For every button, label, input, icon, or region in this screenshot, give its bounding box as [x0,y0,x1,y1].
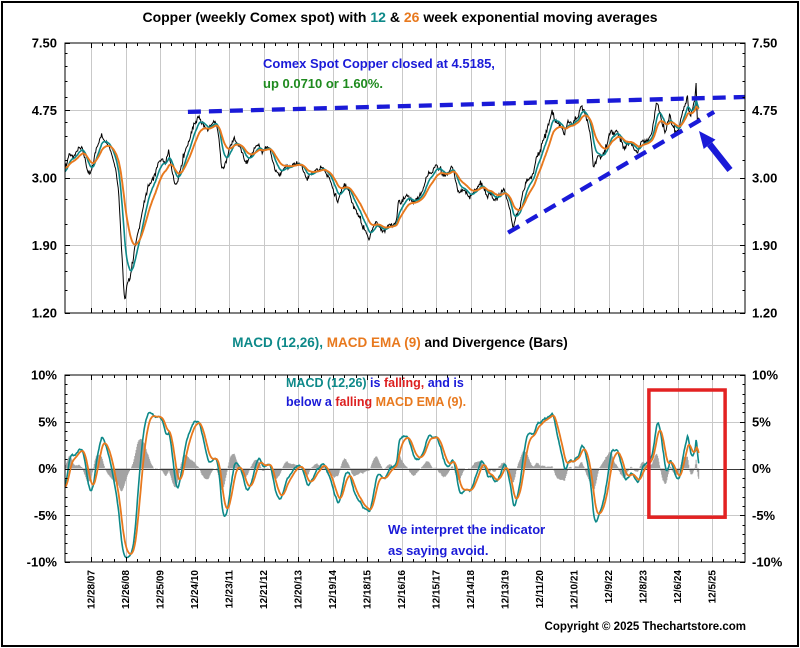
text-segment: MACD (12,26) [286,376,367,390]
ema12-line [65,99,700,272]
text-segment: week exponential moving averages [419,9,658,25]
x-axis-label: 12/6/24 [673,570,684,604]
text-line: as saying avoid. [388,540,545,561]
text-segment: Copper (weekly Comex spot) with [142,9,371,25]
macd-panel-title: MACD (12,26), MACD EMA (9) and Divergenc… [0,335,800,350]
x-axis-label: 12/19/14 [328,570,339,609]
text-segment: and is [424,376,464,390]
macd-y-axis-label: -10% [752,555,783,570]
red-highlight-box [647,388,727,519]
macd-annotation: MACD (12,26) is falling, and is below a f… [286,374,466,412]
text-segment: falling, [383,376,425,390]
trend-arrow-head [699,131,716,149]
macd-y-axis-label: -5% [34,508,58,523]
x-axis-label: 12/5/25 [708,570,719,604]
text-line: below a falling MACD EMA (9). [286,393,466,412]
x-axis-label: 12/16/16 [397,570,408,609]
price-y-axis-label: 7.50 [32,36,57,51]
text-line: Copyright © 2025 Thechartstore.com [545,621,746,633]
price-y-axis-label: 4.75 [32,103,57,118]
text-segment: Copyright © 2025 Thechartstore.com [544,621,746,633]
x-axis-label: 12/11/20 [535,570,546,609]
text-line: We interpret the indicator [388,519,545,540]
x-axis-label: 12/28/07 [87,570,98,609]
macd-signal-line [65,414,700,555]
macd-y-axis-label: 5% [38,414,57,429]
lower-support-trendline [507,110,716,235]
macd-y-axis-label: -5% [752,508,776,523]
text-segment: MACD EMA (9) [322,335,421,350]
x-axis-label: 12/25/09 [156,570,167,609]
text-segment: Comex Spot Copper closed at 4.5185, [263,56,495,71]
x-axis-label: 12/21/12 [259,570,270,609]
text-segment: 26 [403,9,420,25]
price-chart-title: Copper (weekly Comex spot) with 12 & 26 … [0,9,800,25]
x-axis-label: 12/23/11 [225,570,236,609]
axis-ticks [65,43,745,563]
x-axis-label: 12/14/18 [466,570,477,609]
x-axis-label: 12/15/17 [432,570,443,609]
macd-y-axis-label: 0% [38,461,57,476]
text-segment: up 0.0710 or 1.60%. [263,76,383,91]
text-segment: as saying avoid. [388,543,489,558]
trend-arrow-shaft [707,142,733,173]
text-line: MACD (12,26) is falling, and is [286,374,466,393]
axis-labels: 7.50 7.50 4.75 4.75 3.00 3.00 1.90 1.90 1.20 1.20… [27,36,783,609]
x-axis-label: 12/18/15 [363,570,374,609]
text-line: Copper (weekly Comex spot) with 12 & 26 … [0,9,800,25]
macd-y-axis-label: 5% [752,414,771,429]
x-axis-label: 12/8/23 [639,570,650,604]
macd-plot-border [64,374,746,563]
price-y-axis-label: 1.20 [32,306,57,321]
text-segment: and Divergence (Bars) [420,335,568,350]
x-axis-label: 12/26/08 [121,570,132,609]
macd-y-axis-label: 10% [31,368,57,383]
text-segment: & [385,9,404,25]
gridlines [65,43,745,562]
macd-y-axis-label: -10% [27,555,58,570]
x-axis-label: 12/10/21 [570,570,581,609]
x-axis-label: 12/20/13 [294,570,305,609]
text-segment: MACD EMA (9). [372,395,467,409]
text-segment: below a [286,395,336,409]
price-y-axis-label: 3.00 [32,171,57,186]
upper-resistance-trendline [187,94,746,115]
price-y-axis-label: 1.90 [32,238,57,253]
price-line [65,82,700,300]
interpretation-annotation: We interpret the indicator as saying avoi… [388,519,545,561]
macd-y-axis-label: 10% [752,368,778,383]
text-line: MACD (12,26), MACD EMA (9) and Divergenc… [0,335,800,350]
price-y-axis-label: 1.20 [752,306,777,321]
ema26-line [65,105,700,246]
copyright-text: Copyright © 2025 Thechartstore.com [545,621,746,633]
price-close-annotation: Comex Spot Copper closed at 4.5185, up 0.… [263,54,495,94]
x-axis-label: 12/24/10 [190,570,201,609]
text-segment: MACD (12,26), [232,335,323,350]
macd-line [65,411,700,559]
text-line: up 0.0710 or 1.60%. [263,74,495,94]
text-line: Comex Spot Copper closed at 4.5185, [263,54,495,74]
macd-y-axis-label: 0% [752,461,771,476]
text-segment: is [366,376,384,390]
price-y-axis-label: 3.00 [752,171,777,186]
text-segment: We interpret the indicator [388,522,546,537]
x-axis-label: 12/13/19 [501,570,512,609]
price-y-axis-label: 7.50 [752,36,777,51]
price-y-axis-label: 1.90 [752,238,777,253]
x-axis-label: 12/9/22 [604,570,615,604]
price-y-axis-label: 4.75 [752,103,777,118]
text-segment: falling [335,395,373,409]
text-segment: 12 [370,9,386,25]
